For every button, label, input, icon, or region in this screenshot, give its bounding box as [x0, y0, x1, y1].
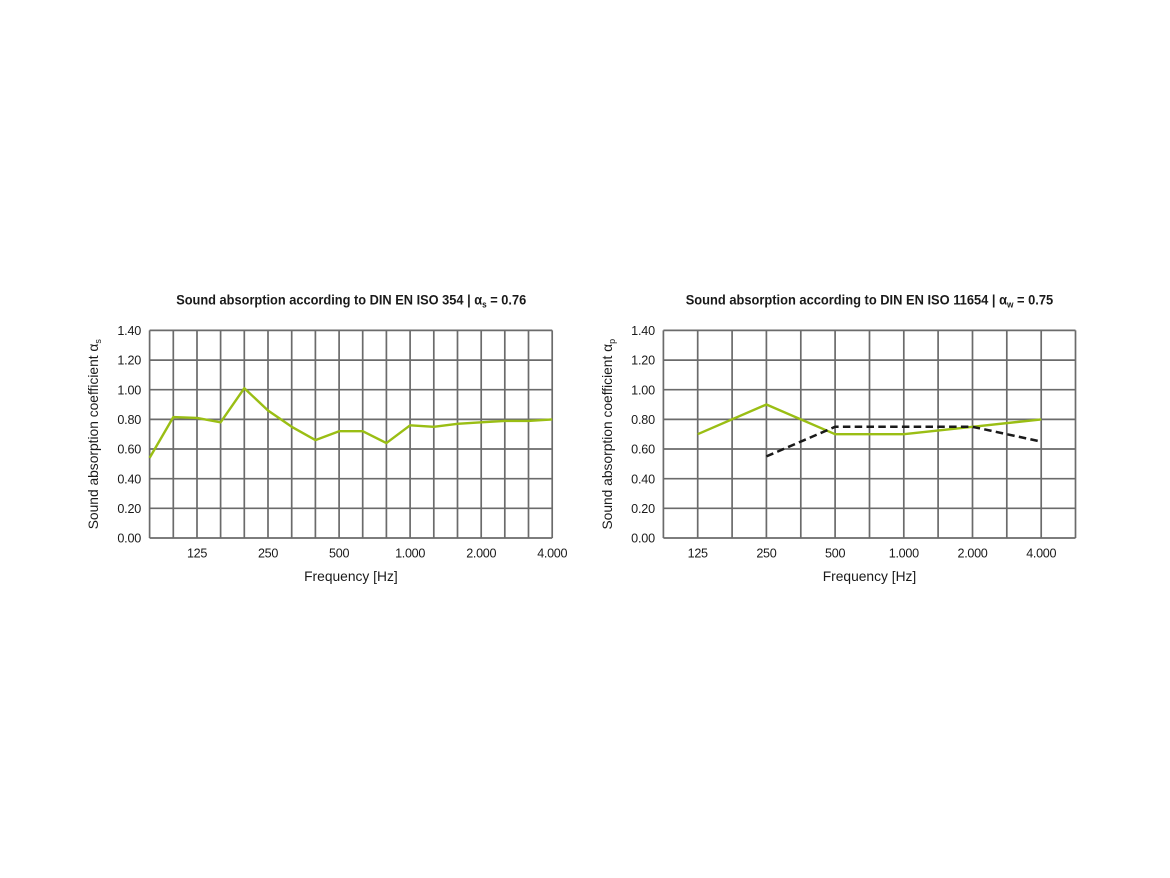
svg-text:0.40: 0.40 [631, 472, 655, 486]
svg-text:1.40: 1.40 [631, 324, 655, 338]
svg-text:0.60: 0.60 [117, 443, 141, 457]
svg-text:0.00: 0.00 [631, 532, 655, 546]
svg-text:250: 250 [756, 547, 776, 561]
svg-text:Frequency [Hz]: Frequency [Hz] [823, 569, 917, 584]
svg-text:0.20: 0.20 [117, 502, 141, 516]
svg-text:Sound absorption coefficient α: Sound absorption coefficient αs [86, 339, 103, 530]
svg-text:0.00: 0.00 [117, 532, 141, 546]
svg-text:1.00: 1.00 [631, 383, 655, 397]
svg-text:0.40: 0.40 [117, 472, 141, 486]
svg-text:Frequency [Hz]: Frequency [Hz] [304, 569, 398, 584]
svg-text:Sound absorption according to: Sound absorption according to DIN EN ISO… [176, 292, 526, 310]
svg-text:4.000: 4.000 [537, 547, 567, 561]
svg-text:1.20: 1.20 [631, 354, 655, 368]
svg-text:0.80: 0.80 [117, 413, 141, 427]
svg-text:1.000: 1.000 [889, 547, 919, 561]
svg-text:0.80: 0.80 [631, 413, 655, 427]
svg-text:0.20: 0.20 [631, 502, 655, 516]
svg-text:Sound absorption according to: Sound absorption according to DIN EN ISO… [686, 292, 1054, 310]
svg-text:500: 500 [825, 547, 845, 561]
svg-text:2.000: 2.000 [957, 547, 987, 561]
svg-text:1.20: 1.20 [117, 354, 141, 368]
svg-text:125: 125 [688, 547, 708, 561]
svg-text:1.00: 1.00 [117, 383, 141, 397]
svg-text:0.60: 0.60 [631, 443, 655, 457]
svg-text:1.40: 1.40 [117, 324, 141, 338]
svg-text:Sound absorption coefficient α: Sound absorption coefficient αp [600, 339, 617, 530]
svg-text:4.000: 4.000 [1026, 547, 1056, 561]
svg-text:1.000: 1.000 [395, 547, 425, 561]
svg-text:2.000: 2.000 [466, 547, 496, 561]
svg-text:125: 125 [187, 547, 207, 561]
svg-text:500: 500 [329, 547, 349, 561]
svg-text:250: 250 [258, 547, 278, 561]
